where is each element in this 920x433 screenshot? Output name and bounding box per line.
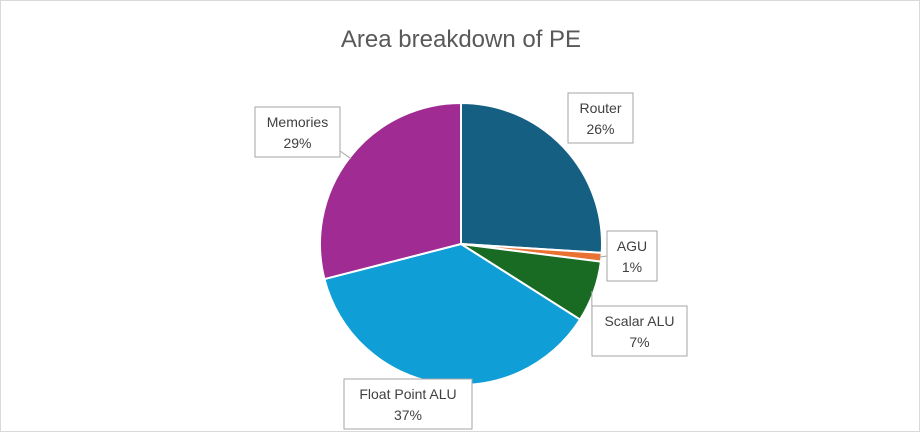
data-label-memories: Memories 29% — [255, 107, 340, 157]
data-label-float-point-alu: Float Point ALU 37% — [344, 379, 472, 429]
data-label-category: Memories — [267, 114, 328, 130]
data-label-scalar-alu: Scalar ALU 7% — [592, 306, 687, 356]
data-label-percent: 26% — [586, 121, 614, 137]
data-label-percent: 1% — [622, 259, 642, 275]
chart-title: Area breakdown of PE — [341, 26, 581, 53]
data-label-percent: 29% — [283, 135, 311, 151]
pie-slices — [320, 103, 602, 385]
data-label-router: Router 26% — [568, 93, 633, 143]
data-label-percent: 37% — [394, 407, 422, 423]
data-label-category: Scalar ALU — [604, 313, 674, 329]
data-label-category: AGU — [617, 238, 647, 254]
leader-line-memories — [340, 151, 351, 159]
data-label-category: Router — [579, 100, 621, 116]
data-label-percent: 7% — [629, 334, 649, 350]
data-label-agu: AGU 1% — [607, 231, 657, 281]
data-label-category: Float Point ALU — [359, 386, 456, 402]
